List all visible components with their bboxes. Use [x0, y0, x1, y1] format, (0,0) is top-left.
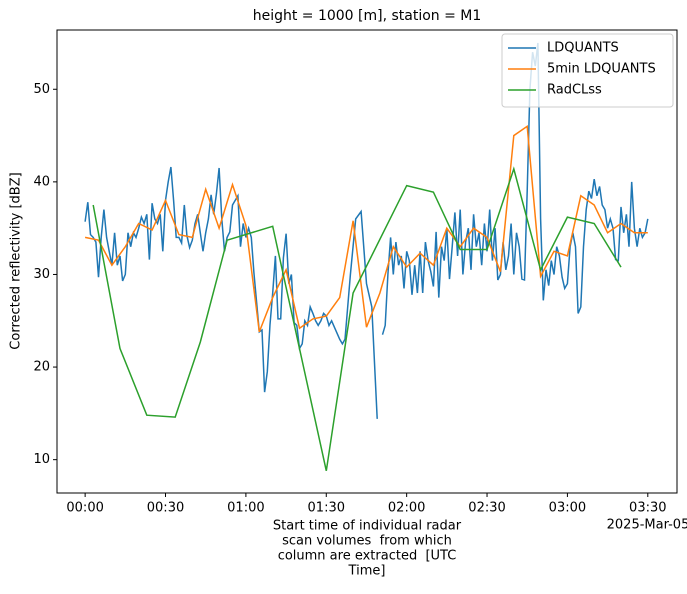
plot-frame: [56, 29, 678, 494]
legend-label: 5min LDQUANTS: [547, 62, 656, 77]
x-tick-label: 03:30: [629, 501, 666, 516]
x-axis-label: column are extracted [UTC: [278, 549, 457, 564]
y-tick-label: 10: [33, 452, 50, 467]
series-line: [84, 124, 648, 333]
series-line: [92, 166, 622, 471]
x-offset-label: 2025-Mar-05: [607, 518, 687, 533]
y-tick-label: 50: [33, 82, 50, 97]
y-tick-label: 30: [33, 267, 50, 282]
x-tick-label: 00:00: [66, 501, 103, 516]
x-tick-label: 00:30: [147, 501, 184, 516]
series-line: [84, 42, 649, 419]
x-tick-label: 03:00: [549, 501, 586, 516]
y-axis-label: Corrected reflectivity [dBZ]: [9, 172, 24, 349]
x-tick-label: 01:00: [227, 501, 264, 516]
chart-title: height = 1000 [m], station = M1: [253, 8, 482, 24]
x-tick-label: 01:30: [308, 501, 345, 516]
y-tick-label: 40: [33, 174, 50, 189]
x-axis-label: Time]: [348, 564, 386, 579]
x-axis-label: Start time of individual radar: [273, 519, 462, 534]
x-tick-label: 02:30: [468, 501, 505, 516]
legend-label: LDQUANTS: [547, 41, 619, 56]
x-axis-label: scan volumes from which: [282, 534, 452, 549]
y-tick-label: 20: [33, 360, 50, 375]
legend-box: [501, 33, 674, 108]
x-tick-label: 02:00: [388, 501, 425, 516]
legend-label: RadCLss: [547, 83, 602, 98]
